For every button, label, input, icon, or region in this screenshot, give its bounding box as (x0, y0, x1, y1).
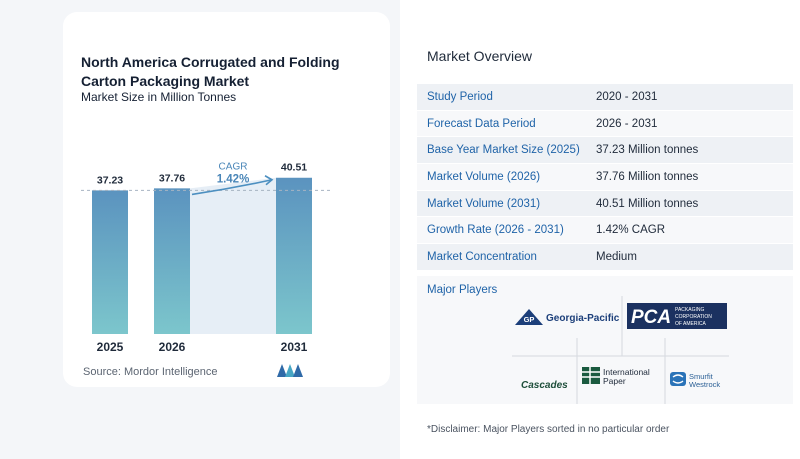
disclaimer-text: *Disclaimer: Major Players sorted in no … (427, 424, 670, 435)
major-players-title: Major Players (427, 284, 498, 296)
georgia-pacific-logo: GP Georgia-Pacific (515, 307, 620, 332)
overview-row: Market Volume (2031) 40.51 Million tonnes (417, 190, 793, 218)
pca-line3: OF AMERICA (675, 321, 707, 327)
cascades-name: Cascades (521, 380, 568, 391)
bar-chart: 37.23 37.76 40.51 2025 2026 2031 CAGR 1.42% (81, 162, 331, 354)
pca-line2: CORPORATION (675, 314, 712, 320)
overview-row-value: 1.42% CAGR (596, 224, 666, 237)
overview-row-value: Medium (596, 250, 637, 263)
chart-subtitle: Market Size in Million Tonnes (81, 90, 237, 104)
overview-row-value: 37.23 Million tonnes (596, 144, 699, 157)
overview-row-value: 37.76 Million tonnes (596, 170, 699, 183)
ip-line1: International (603, 367, 650, 377)
overview-row-label: Market Volume (2026) (427, 170, 541, 183)
gp-badge: GP (524, 315, 535, 324)
cascades-logo: Cascades (517, 376, 577, 397)
mordor-logo-icon (277, 364, 303, 377)
international-paper-logo: International Paper (580, 364, 664, 393)
cagr-label: CAGR (219, 162, 248, 173)
x-tick-label-2025: 2025 (97, 340, 124, 354)
player-logos (512, 296, 729, 404)
pca-line1: PACKAGING (675, 307, 704, 313)
overview-row: Market Volume (2026) 37.76 Million tonnes (417, 164, 793, 191)
overview-row-value: 2020 - 2031 (596, 90, 658, 103)
bar-2031 (276, 177, 312, 334)
chart-card: North America Corrugated and Folding Car… (63, 12, 390, 387)
overview-row-value: 2026 - 2031 (596, 117, 658, 130)
ip-line2: Paper (603, 376, 626, 386)
overview-row: Study Period 2020 - 2031 (417, 84, 793, 111)
overview-title: Market Overview (427, 48, 533, 64)
pca-badge: PCA (631, 307, 671, 328)
major-players-section: Major Players GP Georgia-Pacific PCA PAC… (417, 276, 793, 404)
smurfit-westrock-logo: Smurfit Westrock (669, 370, 733, 395)
value-label-2031: 40.51 (281, 162, 307, 174)
bar-2026 (154, 188, 190, 334)
overview-row-label: Forecast Data Period (427, 117, 536, 130)
pca-logo: PCA PACKAGING CORPORATION OF AMERICA (627, 303, 727, 334)
x-tick-label-2026: 2026 (159, 340, 186, 354)
chart-title: North America Corrugated and Folding Car… (81, 54, 340, 89)
overview-row-value: 40.51 Million tonnes (596, 197, 699, 210)
overview-row: Base Year Market Size (2025) 37.23 Millio… (417, 137, 793, 165)
value-label-2025: 37.23 (97, 174, 123, 186)
cagr-value: 1.42% (217, 174, 250, 186)
overview-row-label: Base Year Market Size (2025) (427, 144, 580, 157)
cagr-shade-area (190, 177, 276, 334)
overview-row: Growth Rate (2026 - 2031) 1.42% CAGR (417, 217, 793, 245)
overview-panel: Market Overview Study Period 2020 - 2031 F… (400, 0, 800, 459)
overview-table: Study Period 2020 - 2031 Forecast Data Per… (417, 84, 793, 271)
overview-row: Market Concentration Medium (417, 244, 793, 271)
overview-row-label: Growth Rate (2026 - 2031) (427, 224, 564, 237)
smurfit-line2: Westrock (689, 380, 720, 389)
cagr-arrow (191, 175, 274, 196)
overview-row-label: Market Concentration (427, 250, 537, 263)
value-label-2026: 37.76 (159, 172, 185, 184)
overview-row-label: Market Volume (2031) (427, 197, 541, 210)
source-text: Source: Mordor Intelligence (83, 366, 218, 378)
overview-row-label: Study Period (427, 90, 493, 103)
overview-row: Forecast Data Period 2026 - 2031 (417, 110, 793, 138)
bar-2025 (92, 190, 128, 334)
gp-name: Georgia-Pacific (546, 313, 619, 324)
smurfit-line1: Smurfit (689, 372, 714, 381)
x-tick-label-2031: 2031 (281, 340, 308, 354)
